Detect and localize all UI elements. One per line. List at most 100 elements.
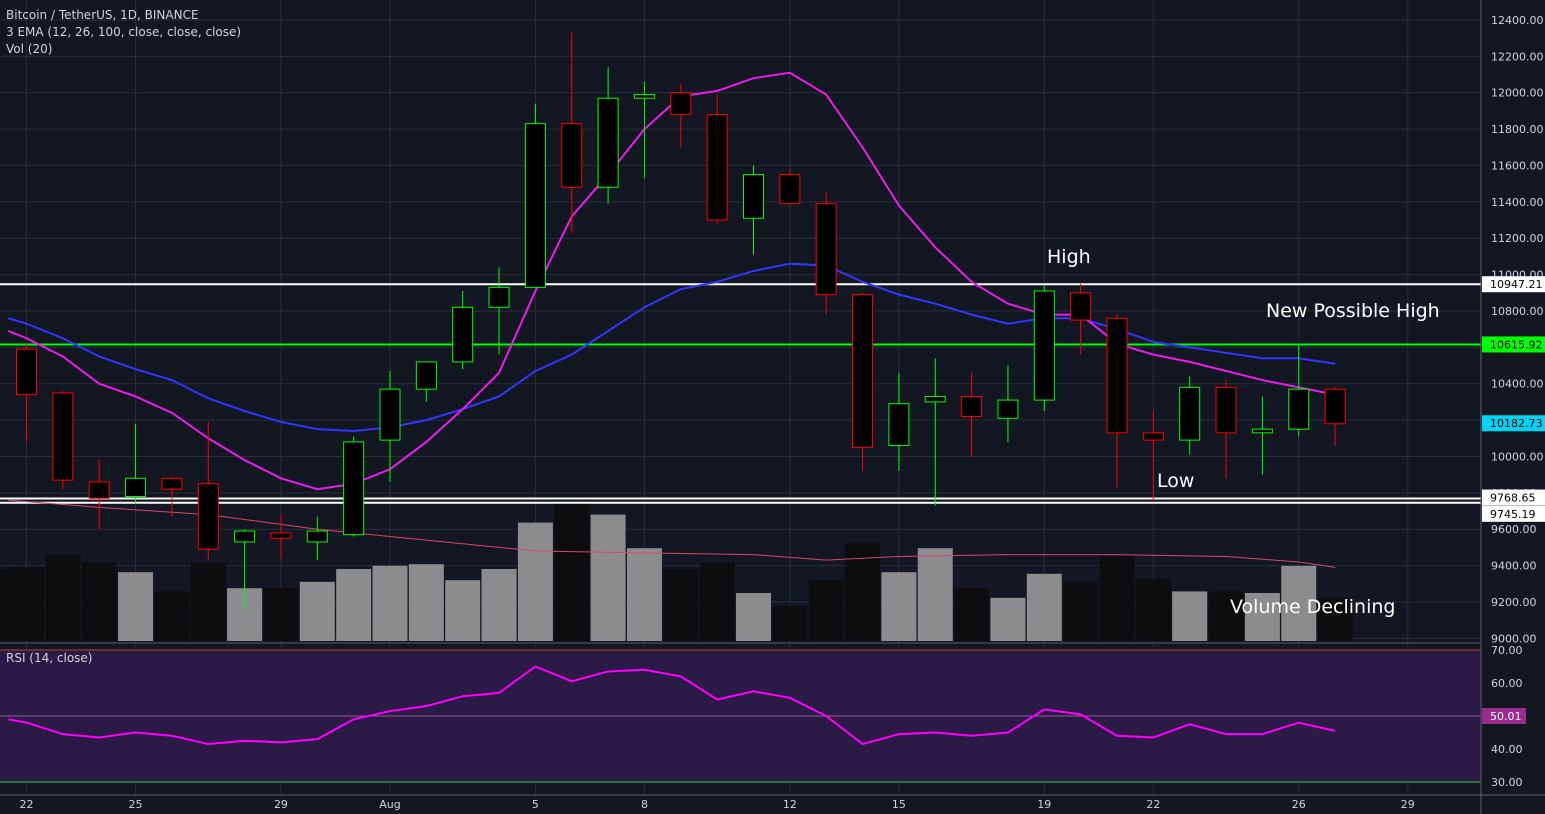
volume-bar — [1063, 581, 1099, 641]
rsi-tick-label: 40.00 — [1491, 743, 1523, 756]
candle-body — [1179, 386, 1201, 441]
time-tick-label: 8 — [641, 798, 648, 811]
price-badge — [1482, 336, 1545, 353]
price-tick-label: 11600.00 — [1491, 159, 1544, 172]
price-tick-label: 12000.00 — [1491, 87, 1544, 100]
price-tick-label: 9200.00 — [1491, 596, 1537, 609]
candle-body — [561, 123, 583, 188]
price-axis[interactable]: 12400.00 12200.00 12000.00 11800.00 11600.00… — [1482, 14, 1545, 645]
legend-ema[interactable]: 3 EMA (12, 26, 100, close, close, close) — [6, 25, 242, 39]
candle-body — [1070, 292, 1092, 321]
legend-rsi[interactable]: RSI (14, close) — [6, 651, 93, 665]
time-tick-label: 19 — [1037, 798, 1051, 811]
rsi-tick-label: 70.00 — [1491, 644, 1523, 657]
rsi-indicator — [0, 649, 1481, 783]
candle-body — [197, 483, 219, 550]
time-tick-label: 22 — [20, 798, 34, 811]
rsi-tick-label: 30.00 — [1491, 776, 1523, 789]
price-badge — [1482, 489, 1545, 506]
candle-body — [88, 481, 110, 499]
volume-bar — [1135, 578, 1171, 641]
candle-body — [997, 399, 1019, 419]
price-tick-label: 10000.00 — [1491, 450, 1544, 463]
price-badge-label: 10615.92 — [1490, 338, 1543, 351]
price-tick-label: 10400.00 — [1491, 378, 1544, 391]
time-tick-label: 26 — [1292, 798, 1306, 811]
time-tick-label: 29 — [1401, 798, 1415, 811]
volume-bar — [154, 591, 190, 641]
price-badge — [1482, 415, 1545, 432]
candle-body — [1106, 317, 1128, 434]
volume-bar — [1208, 591, 1244, 641]
price-tick-label: 10800.00 — [1491, 305, 1544, 318]
volume-bar — [190, 562, 226, 641]
volume-bar — [881, 572, 917, 641]
volume-bar — [1172, 591, 1208, 641]
candles — [16, 32, 1346, 610]
candle-body — [1142, 432, 1164, 441]
time-tick-label: Aug — [379, 798, 400, 811]
ema-long-line — [8, 499, 1336, 568]
candle-body — [670, 92, 692, 116]
volume-bar — [445, 580, 481, 641]
time-tick-label: 15 — [892, 798, 906, 811]
annotation-low: Low — [1157, 470, 1194, 492]
candle-body — [1215, 386, 1237, 434]
volume-bar — [845, 543, 881, 641]
volume-bar — [590, 514, 626, 641]
candle-body — [234, 530, 256, 543]
time-tick-label: 5 — [532, 798, 539, 811]
time-tick-label: 25 — [129, 798, 143, 811]
price-badge — [1482, 505, 1545, 522]
volume-bar — [299, 581, 335, 641]
volume-bar — [917, 548, 953, 641]
candle-body — [815, 203, 837, 296]
price-tick-label: 9400.00 — [1491, 560, 1537, 573]
price-badge-label: 9768.65 — [1490, 492, 1536, 505]
volume-bar — [1244, 593, 1280, 641]
price-tick-label: 9600.00 — [1491, 523, 1537, 536]
price-tick-label: 11800.00 — [1491, 123, 1544, 136]
volume-bar — [554, 501, 590, 641]
volume-bar — [481, 569, 517, 641]
time-tick-label: 29 — [274, 798, 288, 811]
annotation-high: High — [1047, 246, 1091, 268]
volume-bar — [517, 522, 553, 641]
volume-bar — [736, 593, 771, 641]
candle-body — [779, 174, 801, 205]
price-tick-label: 12200.00 — [1491, 50, 1544, 63]
candle-body — [16, 348, 37, 396]
time-axis[interactable]: 22 25 29 Aug 5 8 12 15 19 22 26 29 — [20, 798, 1415, 811]
annotations: High New Possible High Low Volume Declin… — [1047, 246, 1440, 618]
candle-body — [125, 477, 147, 497]
candle-body — [888, 403, 910, 447]
candle-body — [633, 94, 655, 99]
candle-body — [524, 123, 546, 288]
volume-bar — [954, 588, 990, 641]
volume-bar — [772, 605, 808, 641]
candle-body — [270, 532, 292, 539]
candle-body — [961, 395, 983, 417]
price-tick-label: 11400.00 — [1491, 196, 1544, 209]
volume-bar — [263, 588, 299, 641]
volume-bar — [118, 572, 154, 641]
candle-body — [306, 530, 328, 543]
price-badge-label: 9745.19 — [1490, 508, 1536, 521]
price-tick-label: 9000.00 — [1491, 632, 1537, 645]
candle-body — [452, 306, 474, 363]
legend-symbol[interactable]: Bitcoin / TetherUS, 1D, BINANCE — [6, 8, 199, 22]
volume-bar — [1026, 573, 1062, 641]
time-tick-label: 12 — [783, 798, 797, 811]
volume-bar — [9, 567, 44, 641]
rsi-line — [8, 665, 1336, 746]
legend-volume[interactable]: Vol (20) — [6, 42, 53, 56]
time-tick-label: 22 — [1146, 798, 1160, 811]
price-badge-label: 10182.73 — [1490, 417, 1543, 430]
candle-body — [597, 97, 619, 188]
candle-body — [415, 361, 437, 390]
annotation-new-possible-high: New Possible High — [1266, 300, 1440, 322]
candle-body — [1033, 290, 1055, 401]
volume-bar — [1317, 597, 1353, 641]
